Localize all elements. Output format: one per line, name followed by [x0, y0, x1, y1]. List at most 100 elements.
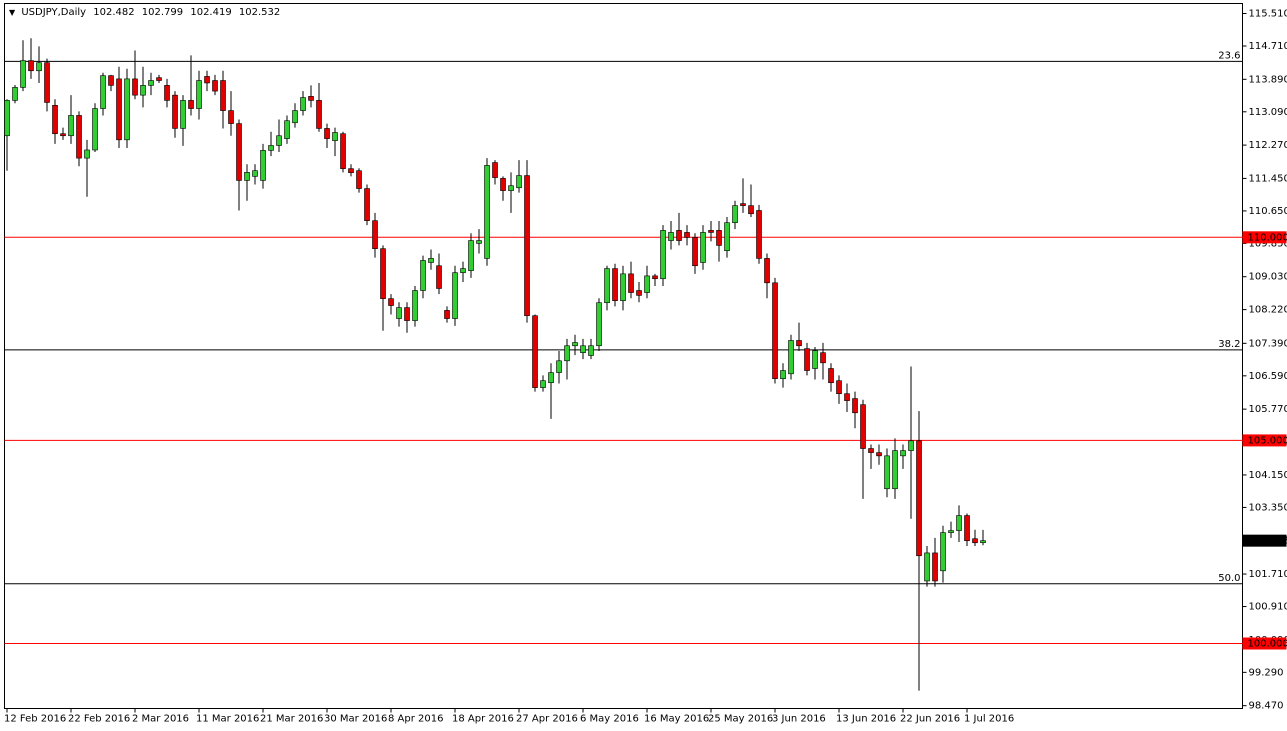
candle-body [60, 133, 66, 137]
candle-body [132, 78, 138, 96]
candle-body [260, 150, 266, 181]
candle-body [380, 248, 386, 299]
header-close: 102.532 [239, 7, 280, 18]
y-tick-label: 115.510 [1249, 8, 1287, 19]
candle-body [692, 237, 698, 267]
current-price-label: 102.532 [1248, 536, 1287, 547]
candle-body [876, 452, 882, 457]
candle-body [92, 108, 98, 151]
candle-body [724, 222, 730, 252]
x-tick-label: 13 Jun 2016 [836, 714, 896, 725]
candle-body [572, 342, 578, 347]
header-arrow: ▼ [9, 8, 16, 17]
candle-body [828, 368, 834, 384]
candle-body [764, 258, 770, 284]
candle-body [780, 370, 786, 379]
candle-body [116, 78, 122, 141]
candle-body [180, 100, 186, 129]
price-level-box [1242, 434, 1287, 447]
chart-title: USDJPY,Daily [21, 7, 86, 18]
candle-body [324, 128, 330, 139]
header-open: 102.482 [93, 7, 134, 18]
y-tick-label: 98.470 [1249, 701, 1284, 712]
candle-body [204, 76, 210, 84]
x-tick-label: 8 Apr 2016 [388, 714, 443, 725]
candle-body [788, 340, 794, 375]
candle-body [476, 240, 482, 244]
fib-level-label: 38.2 [1218, 339, 1240, 350]
candle-body [532, 315, 538, 388]
candle-body [940, 532, 946, 572]
candle-body [268, 145, 274, 151]
candle-body [148, 80, 154, 86]
candle-body [956, 515, 962, 531]
candle-body [980, 540, 986, 543]
x-tick-label: 12 Feb 2016 [4, 714, 66, 725]
price-level-label: 110.000 [1248, 232, 1287, 243]
candle-body [964, 515, 970, 542]
candle-body [748, 205, 754, 215]
candle-body [124, 78, 130, 141]
candle-body [108, 75, 114, 86]
candle-body [772, 282, 778, 379]
x-tick-label: 11 Mar 2016 [196, 714, 259, 725]
y-tick-label: 106.590 [1249, 371, 1287, 382]
y-tick-label: 113.890 [1249, 74, 1287, 85]
x-tick-label: 1 Jul 2016 [964, 714, 1014, 725]
candle-body [292, 110, 298, 124]
candle-body [916, 440, 922, 557]
candle-body [948, 530, 954, 533]
candle-body [36, 62, 42, 72]
y-tick-label: 104.150 [1249, 470, 1287, 481]
candle-body [196, 80, 202, 109]
candle-body [140, 85, 146, 96]
fib-level-label: 23.6 [1218, 50, 1240, 61]
candle-body [716, 230, 722, 246]
candle-body [588, 345, 594, 356]
candle-body [684, 232, 690, 238]
candle-body [900, 450, 906, 457]
candle-body [756, 210, 762, 259]
candle-body [652, 275, 658, 280]
x-tick-label: 22 Feb 2016 [68, 714, 130, 725]
x-tick-label: 22 Jun 2016 [900, 714, 960, 725]
y-tick-label: 113.090 [1249, 107, 1287, 118]
candle-body [660, 230, 666, 280]
candle-body [44, 62, 50, 103]
candle-body [580, 345, 586, 353]
price-level-box [1242, 231, 1287, 244]
candle-body [540, 380, 546, 388]
candle-body [700, 232, 706, 263]
candle-body [636, 290, 642, 296]
candle-body [388, 298, 394, 306]
candle-body [236, 123, 242, 181]
x-tick-label: 21 Mar 2016 [260, 714, 323, 725]
y-tick-label: 108.220 [1249, 305, 1287, 316]
candle-body [100, 75, 106, 109]
y-tick-label: 101.710 [1249, 569, 1287, 580]
candle-body [628, 273, 634, 293]
x-tick-label: 16 May 2016 [644, 714, 709, 725]
y-tick-label: 100.910 [1249, 602, 1287, 613]
y-tick-label: 111.450 [1249, 173, 1287, 184]
candle-body [332, 132, 338, 141]
candle-body [812, 350, 818, 369]
candle-body [740, 203, 746, 206]
candle-body [68, 115, 74, 137]
candle-body [188, 100, 194, 109]
header-low: 102.419 [190, 7, 231, 18]
candle-body [620, 273, 626, 301]
candle-body [868, 448, 874, 453]
candle-body [364, 188, 370, 221]
current-price-box [1242, 534, 1287, 547]
candle-body [276, 135, 282, 146]
candle-body [156, 77, 162, 81]
price-level-box [1242, 637, 1287, 650]
price-level-label: 100.000 [1248, 639, 1287, 650]
x-tick-label: 6 May 2016 [580, 714, 639, 725]
candle-body [244, 172, 250, 181]
y-tick-label: 99.290 [1249, 667, 1284, 678]
candle-body [84, 149, 90, 159]
